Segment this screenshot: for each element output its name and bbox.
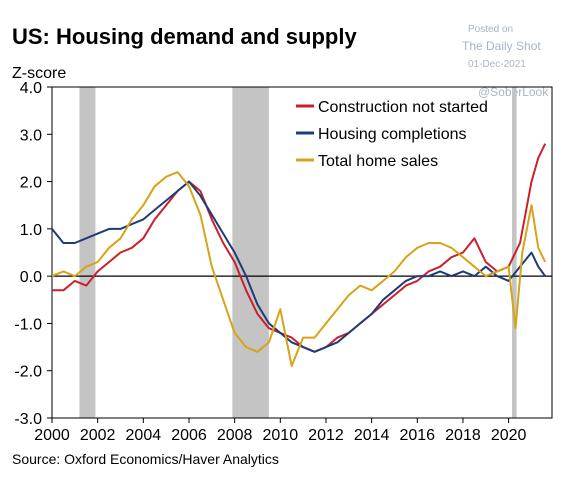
x-tick-label: 2016 bbox=[399, 427, 435, 444]
source-note: Source: Oxford Economics/Haver Analytics bbox=[12, 451, 279, 467]
legend-label: Housing completions bbox=[318, 126, 467, 143]
y-tick-label: -3.0 bbox=[14, 411, 42, 428]
x-tick-label: 2010 bbox=[263, 427, 299, 444]
y-tick-label: 0.0 bbox=[20, 269, 42, 286]
y-tick-label: 1.0 bbox=[20, 222, 42, 239]
x-tick-label: 2002 bbox=[80, 427, 116, 444]
y-tick-label: 4.0 bbox=[20, 80, 42, 97]
y-axis-label: Z-score bbox=[12, 65, 66, 82]
recession-band bbox=[232, 87, 269, 418]
recession-bands bbox=[79, 87, 517, 418]
recession-band bbox=[79, 87, 96, 418]
x-tick-label: 2014 bbox=[354, 427, 390, 444]
legend-label: Construction not started bbox=[318, 99, 488, 116]
x-tick-label: 2020 bbox=[491, 427, 527, 444]
series-line bbox=[51, 180, 547, 353]
x-tick-label: 2018 bbox=[445, 427, 481, 444]
series-line bbox=[52, 143, 547, 353]
x-tick-label: 2000 bbox=[34, 427, 70, 444]
plot-frame bbox=[51, 86, 553, 419]
watermark-posted: Posted on bbox=[468, 24, 513, 35]
x-tick-label: 2008 bbox=[217, 427, 253, 444]
series-lines bbox=[51, 143, 547, 367]
y-tick-label: -2.0 bbox=[14, 364, 42, 381]
y-tick-label: -1.0 bbox=[14, 316, 42, 333]
chart-title: US: Housing demand and supply bbox=[12, 24, 357, 49]
series-line bbox=[51, 171, 547, 367]
legend-label: Total home sales bbox=[318, 153, 438, 170]
x-tick-label: 2004 bbox=[126, 427, 162, 444]
axes: -3.0 -2.0 -1.0 0.0 1.0 2.0 3.0 4.0 2000 2002 2004 2… bbox=[14, 80, 553, 444]
x-tick-label: 2006 bbox=[171, 427, 207, 444]
watermark-site: The Daily Shot bbox=[462, 39, 541, 53]
watermark-date: 01-Dec-2021 bbox=[468, 59, 526, 70]
y-tick-label: 2.0 bbox=[20, 175, 42, 192]
y-tick-label: 3.0 bbox=[20, 127, 42, 144]
x-tick-label: 2012 bbox=[308, 427, 344, 444]
legend: Construction not started Housing completi… bbox=[296, 99, 488, 170]
